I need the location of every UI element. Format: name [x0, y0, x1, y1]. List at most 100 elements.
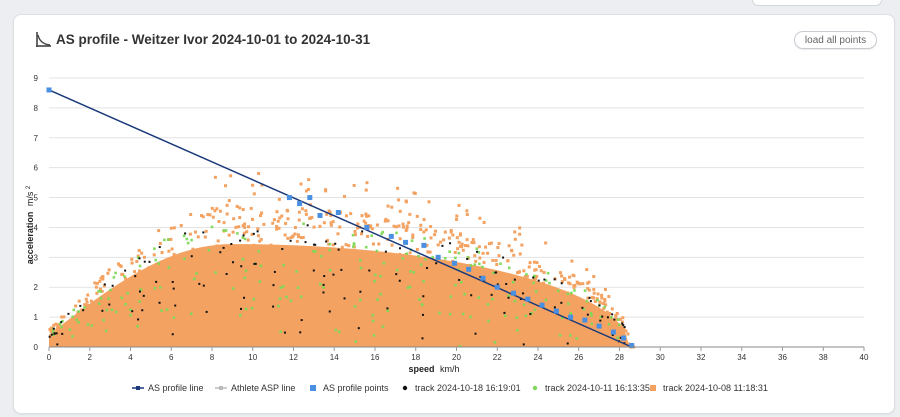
track-point [190, 255, 193, 258]
track-point [441, 244, 444, 247]
track-point [179, 305, 183, 309]
track-point [110, 308, 114, 312]
track-point [580, 319, 584, 323]
track-point [463, 292, 466, 296]
track-point [261, 306, 265, 310]
track-point [567, 302, 570, 306]
track-point [275, 308, 279, 312]
track-point [361, 230, 364, 233]
track-point [238, 206, 242, 210]
track-point [477, 296, 480, 299]
track-point [322, 221, 326, 225]
track-point [153, 286, 157, 290]
track-point [430, 292, 434, 296]
track-point [165, 308, 169, 311]
track-point [513, 230, 517, 234]
track-point [234, 280, 238, 284]
track-point [172, 316, 176, 319]
track-point [368, 269, 371, 272]
track-point [364, 221, 368, 225]
track-point [370, 305, 374, 309]
track-point [169, 226, 173, 230]
track-point [328, 268, 332, 272]
load-all-points-button[interactable]: load all points [794, 31, 877, 49]
track-point [241, 305, 245, 309]
track-point [60, 325, 63, 329]
track-point [184, 303, 188, 307]
track-point [54, 322, 58, 326]
track-point [392, 224, 396, 228]
track-point [458, 283, 462, 287]
track-point [329, 223, 333, 227]
track-point [620, 333, 624, 337]
track-point [439, 240, 443, 244]
track-point [69, 323, 73, 327]
track-point [356, 222, 360, 226]
track-point [415, 247, 419, 251]
track-point [466, 315, 470, 319]
track-point [507, 326, 511, 330]
track-point [164, 320, 168, 324]
track-point [218, 209, 222, 213]
track-point [489, 287, 493, 291]
track-point [328, 242, 332, 246]
legend-item[interactable]: AS profile line [132, 383, 204, 393]
track-point [516, 325, 520, 329]
legend-item[interactable]: Athlete ASP line [215, 383, 295, 393]
track-point [79, 317, 83, 321]
track-point [251, 183, 255, 187]
track-point [550, 300, 554, 304]
track-point [326, 336, 330, 340]
as-profile-point [494, 284, 500, 290]
y-tick-label: 6 [34, 164, 39, 173]
track-point [133, 270, 137, 274]
legend-item[interactable]: track 2024-10-11 16:13:35 [532, 383, 650, 393]
track-point [372, 334, 376, 337]
track-point [224, 184, 228, 188]
x-tick-label: 30 [656, 353, 665, 362]
track-point [329, 213, 333, 217]
track-point [411, 235, 415, 239]
track-point [402, 225, 406, 229]
track-point [617, 323, 621, 327]
track-point [507, 296, 510, 299]
track-point [257, 171, 261, 175]
track-point [454, 283, 457, 287]
legend-item[interactable]: track 2024-10-08 11:18:31 [650, 383, 768, 393]
track-point [259, 237, 263, 241]
track-point [157, 229, 161, 233]
y-tick-label: 4 [34, 223, 39, 232]
track-point [299, 295, 303, 299]
track-point [320, 254, 323, 258]
x-tick-label: 16 [371, 353, 380, 362]
track-point [138, 272, 142, 276]
track-point [499, 262, 502, 266]
track-point [105, 308, 109, 312]
track-point [134, 275, 137, 278]
track-point [460, 273, 464, 277]
track-point [365, 214, 369, 218]
track-point [548, 334, 552, 338]
track-point [495, 263, 499, 267]
track-point [241, 208, 245, 212]
track-point [543, 278, 546, 281]
track-point [275, 327, 279, 331]
track-point [396, 186, 400, 190]
legend-item[interactable]: AS profile points [310, 383, 389, 393]
track-point [417, 254, 420, 258]
track-point [382, 261, 386, 265]
track-point [472, 241, 476, 245]
track-point [568, 275, 572, 279]
x-axis-ticks: 0 2 4 6 8 10 12 14 16 18 20 22 24 26 28 30 32 34 36 38 40 [47, 347, 869, 362]
track-point [180, 270, 184, 274]
legend-item[interactable]: track 2024-10-18 16:19:01 [402, 383, 521, 393]
track-point [598, 318, 602, 322]
track-point [282, 263, 285, 267]
track-point [404, 199, 408, 203]
track-point [224, 229, 228, 232]
track-point [104, 329, 108, 333]
track-point [550, 307, 554, 311]
track-point [405, 227, 409, 231]
track-point [486, 251, 490, 255]
track-point [174, 275, 178, 279]
